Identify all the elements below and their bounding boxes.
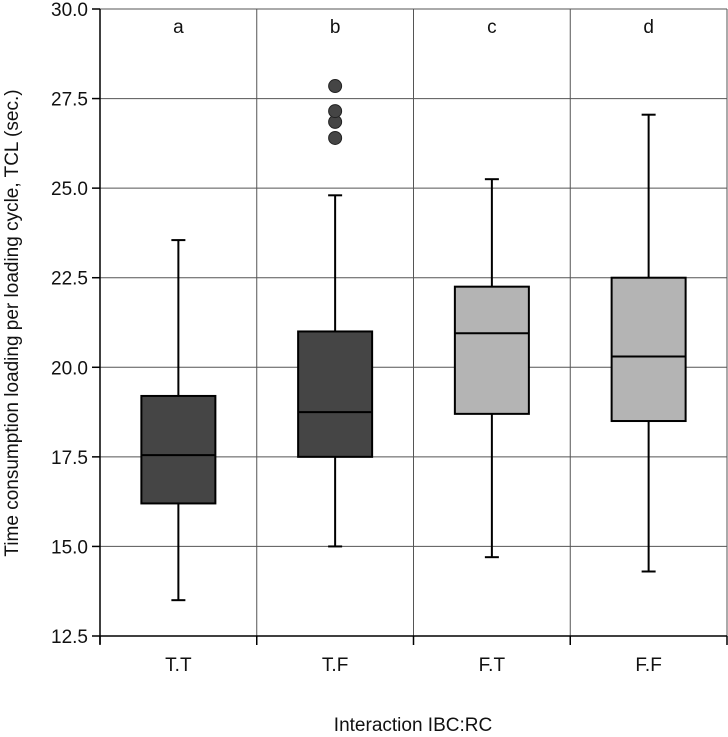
y-tick-label: 30.0 xyxy=(51,0,88,21)
x-tick-label: T.F xyxy=(322,655,348,676)
box-f-f: d xyxy=(610,17,687,573)
iqr-box xyxy=(297,330,374,458)
significance-letter: b xyxy=(330,17,341,38)
y-tick-label: 25.0 xyxy=(51,179,88,200)
y-axis-title: Time consumption loading per loading cyc… xyxy=(2,89,23,556)
iqr-box xyxy=(610,276,687,423)
y-tick-label: 12.5 xyxy=(51,627,88,648)
outlier-point xyxy=(328,130,343,145)
significance-letter: d xyxy=(643,17,654,38)
x-tick-label: T.T xyxy=(165,655,192,676)
y-tick-label: 17.5 xyxy=(51,448,88,469)
y-tick-label: 15.0 xyxy=(51,537,88,558)
outlier-point xyxy=(328,104,343,119)
x-axis-title: Interaction IBC:RC xyxy=(334,715,492,736)
significance-letter: a xyxy=(173,17,184,38)
significance-letter: c xyxy=(487,17,497,38)
iqr-box xyxy=(140,394,217,505)
box-f-t: c xyxy=(453,17,530,559)
box-t-f: b xyxy=(297,17,374,548)
x-tick-label: F.T xyxy=(479,655,506,676)
y-tick-label: 20.0 xyxy=(51,358,88,379)
iqr-box xyxy=(453,285,530,415)
outlier-point xyxy=(328,79,343,94)
box-t-t: a xyxy=(140,17,217,602)
y-tick-label: 22.5 xyxy=(51,269,88,290)
axes: 12.5 15.0 17.5 20.0 22.5 25.0 27.5 30.0 T.T T.F F.… xyxy=(51,0,728,676)
box-group-layer: a b c d xyxy=(140,17,687,602)
y-tick-label: 27.5 xyxy=(51,90,88,111)
x-tick-label: F.F xyxy=(635,655,661,676)
